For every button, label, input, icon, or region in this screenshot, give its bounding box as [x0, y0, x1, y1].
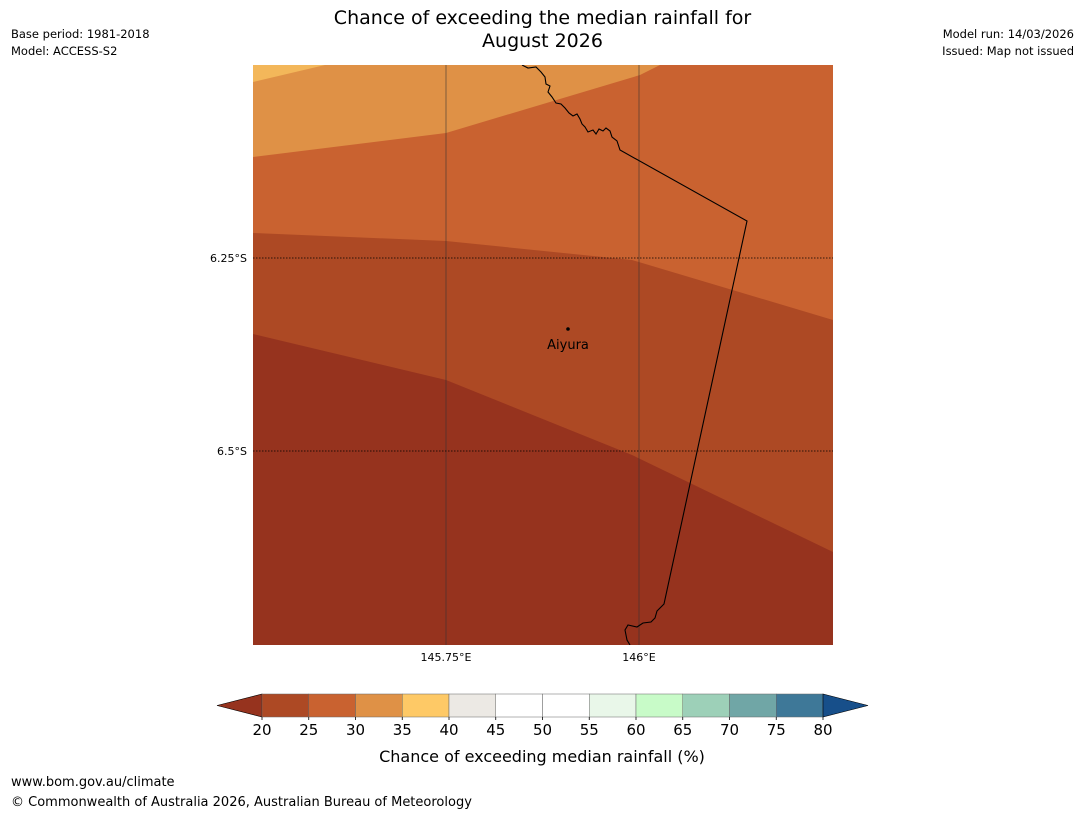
colorbar-tick-label: 45	[486, 721, 505, 739]
model-text: Model: ACCESS-S2	[11, 44, 118, 58]
footer-url[interactable]: www.bom.gov.au/climate	[11, 775, 175, 790]
map-title-line2: August 2026	[482, 30, 603, 52]
map-title-line1: Chance of exceeding the median rainfall …	[333, 7, 752, 29]
colorbar-tick-label: 50	[533, 721, 552, 739]
colorbar-tick-label: 75	[767, 721, 786, 739]
meta-right: Model run: 14/03/2026 Issued: Map not is…	[942, 26, 1074, 60]
place-label: Aiyura	[547, 338, 589, 353]
map-title: Chance of exceeding the median rainfall …	[0, 7, 1085, 53]
colorbar-tick-label: 55	[580, 721, 599, 739]
colorbar-segment	[308, 693, 356, 718]
footer-copyright: © Commonwealth of Australia 2026, Austra…	[11, 795, 472, 810]
colorbar-tick-label: 40	[439, 721, 458, 739]
colorbar-segment	[542, 693, 590, 718]
colorbar-under-triangle	[216, 693, 263, 718]
colorbar-tick-label: 65	[673, 721, 692, 739]
colorbar-segment	[402, 693, 450, 718]
colorbar-segment	[261, 693, 309, 718]
colorbar-segment	[776, 693, 824, 718]
colorbar-tick-label: 70	[720, 721, 739, 739]
colorbar-tick-label: 60	[626, 721, 645, 739]
region-35-40	[253, 65, 325, 82]
colorbar-segment	[682, 693, 730, 718]
lat-label-6-5: 6.5°S	[217, 445, 247, 458]
border-line	[521, 65, 748, 645]
colorbar-segment	[729, 693, 777, 718]
lon-label-146: 146°E	[622, 651, 655, 664]
colorbar-label: Chance of exceeding median rainfall (%)	[379, 747, 705, 766]
base-period-text: Base period: 1981-2018	[11, 27, 150, 41]
colorbar-segment	[355, 693, 403, 718]
model-run-text: Model run: 14/03/2026	[942, 27, 1074, 41]
colorbar-tick-label: 25	[299, 721, 318, 739]
colorbar-segment	[448, 693, 496, 718]
colorbar-over-triangle	[822, 693, 869, 718]
meta-left: Base period: 1981-2018 Model: ACCESS-S2	[11, 26, 150, 60]
colorbar-segment	[635, 693, 683, 718]
colorbar-segment	[495, 693, 543, 718]
colorbar-tick-label: 35	[393, 721, 412, 739]
colorbar-segment	[589, 693, 637, 718]
place-marker[interactable]	[566, 327, 570, 331]
colorbar-tick-label: 80	[813, 721, 832, 739]
lat-label-6-25: 6.25°S	[210, 252, 247, 265]
issued-text: Issued: Map not issued	[942, 44, 1074, 58]
map-area[interactable]	[253, 65, 833, 645]
colorbar: 20 25 30 35 40 45 50 55 60 65 70 75 80	[216, 693, 869, 739]
colorbar-tick-label: 30	[346, 721, 365, 739]
region-30-35	[253, 65, 660, 157]
lon-label-145-75: 145.75°E	[421, 651, 472, 664]
colorbar-tick-label: 20	[252, 721, 271, 739]
